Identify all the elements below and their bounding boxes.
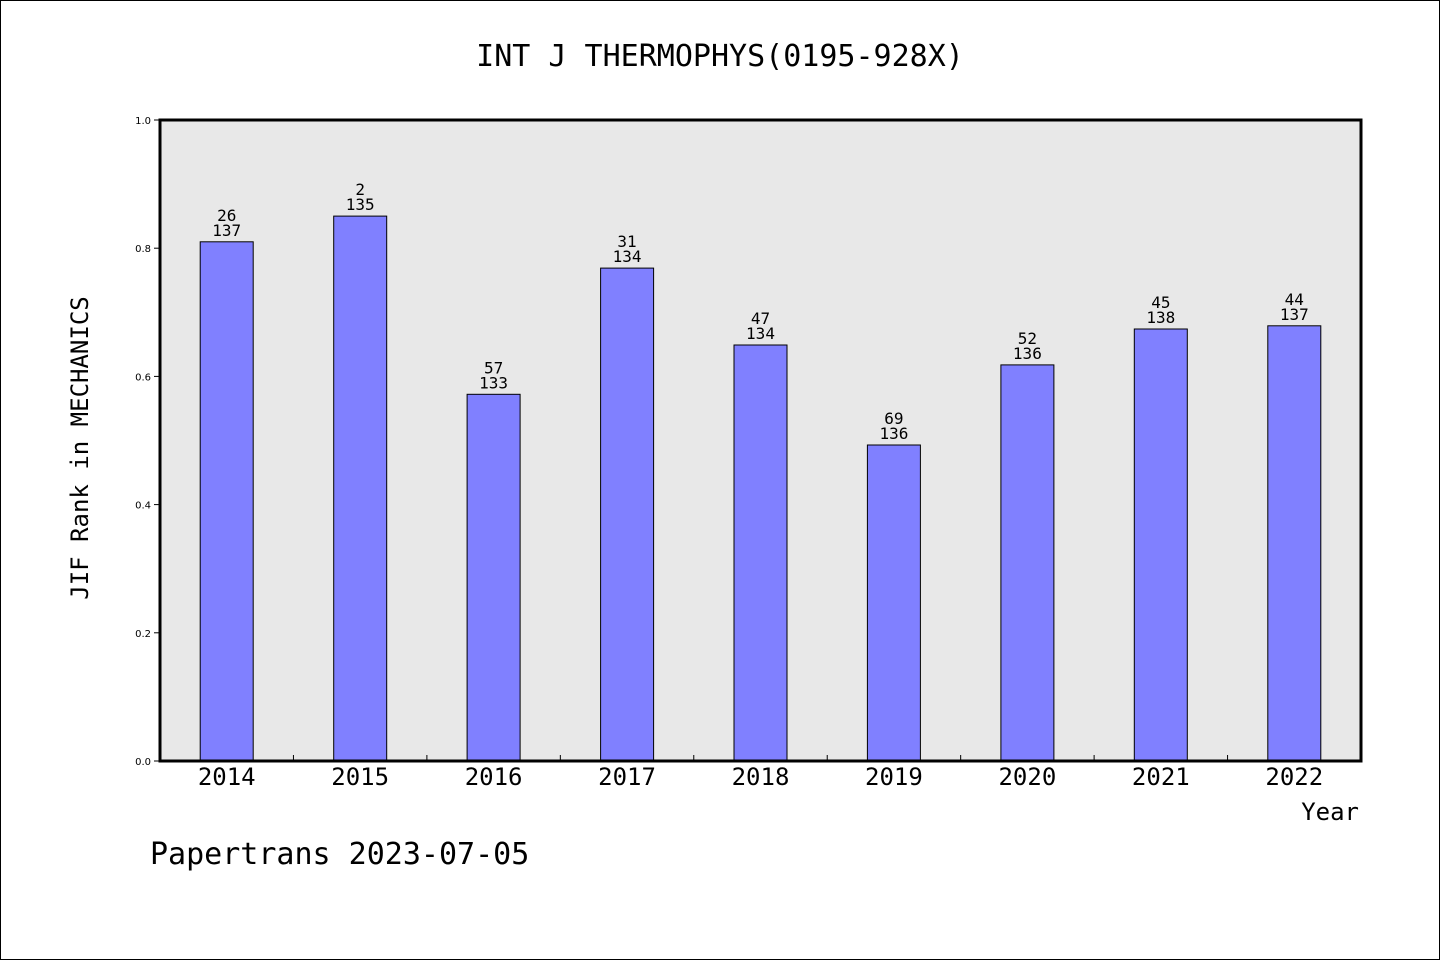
x-axis-ticks: 2014 2015 2016 2017 2018 2019 2020 2021 2022 — [198, 755, 1323, 791]
chart-title: INT J THERMOPHYS(0195-928X) — [476, 39, 964, 74]
x-tick-label: 2019 — [865, 763, 923, 791]
y-axis-label: JIF Rank in MECHANICS — [66, 296, 94, 599]
bar-total-label: 135 — [346, 195, 375, 214]
bar-2014 — [199, 241, 254, 762]
y-tick-label: 0.0 — [135, 757, 151, 768]
bar-total-label: 137 — [1280, 305, 1309, 324]
y-tick-label: 0.2 — [135, 629, 151, 640]
bar-rank-label: 57 — [484, 358, 503, 377]
bar-labels: 2613721355713331134471346913652136451384… — [212, 180, 1308, 443]
y-tick-label: 0.4 — [135, 501, 151, 512]
y-tick-label: 1.0 — [135, 116, 151, 127]
bar-rank-label: 47 — [751, 309, 770, 328]
bar-rank-label: 26 — [217, 206, 236, 225]
bar-2018 — [733, 344, 788, 762]
bar-total-label: 134 — [613, 247, 642, 266]
bar-rank-label: 44 — [1285, 290, 1304, 309]
bar-total-label: 133 — [479, 373, 508, 392]
y-tick-label: 0.6 — [135, 372, 151, 383]
x-tick-label: 2017 — [598, 763, 656, 791]
x-tick-label: 2022 — [1265, 763, 1323, 791]
bar-2016 — [466, 393, 521, 762]
bar-2017 — [600, 267, 655, 762]
y-axis-ticks: 0.0 0.2 0.4 0.6 0.8 1.0 — [135, 116, 160, 768]
y-tick-label: 0.8 — [135, 244, 151, 255]
bar-rank-label: 2 — [355, 180, 365, 199]
bar-2020 — [1000, 364, 1055, 762]
plot-border — [158, 118, 1363, 763]
x-tick-label: 2016 — [465, 763, 523, 791]
bar-2019 — [866, 444, 921, 762]
bar-total-label: 134 — [746, 324, 775, 343]
bar-total-label: 136 — [879, 424, 908, 443]
bar-rank-label: 31 — [617, 232, 636, 251]
x-tick-label: 2020 — [998, 763, 1056, 791]
bar-total-label: 136 — [1013, 344, 1042, 363]
x-axis-label: Year — [1301, 798, 1359, 826]
x-tick-label: 2021 — [1132, 763, 1190, 791]
x-tick-label: 2014 — [198, 763, 256, 791]
bar-rank-label: 69 — [884, 409, 903, 428]
bar-2021 — [1133, 328, 1188, 762]
x-tick-label: 2018 — [732, 763, 790, 791]
bar-2015 — [333, 215, 388, 762]
x-tick-label: 2015 — [331, 763, 389, 791]
bar-total-label: 138 — [1146, 308, 1175, 327]
bars — [199, 215, 1322, 762]
bar-rank-label: 52 — [1018, 329, 1037, 348]
bar-total-label: 137 — [212, 221, 241, 240]
bar-rank-label: 45 — [1151, 293, 1170, 312]
footer-credit: Papertrans 2023-07-05 — [150, 837, 529, 872]
bar-2022 — [1267, 325, 1322, 762]
